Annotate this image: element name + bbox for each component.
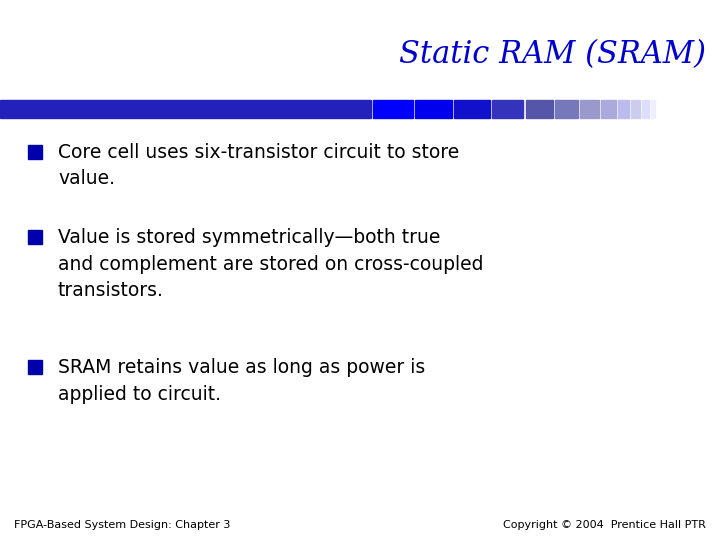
Bar — [492, 100, 523, 118]
Bar — [555, 100, 578, 118]
Bar — [642, 100, 649, 118]
Text: SRAM retains value as long as power is
applied to circuit.: SRAM retains value as long as power is a… — [58, 358, 426, 403]
Bar — [651, 100, 655, 118]
Bar — [526, 100, 553, 118]
Bar — [415, 100, 452, 118]
Bar — [631, 100, 640, 118]
Bar — [580, 100, 599, 118]
Text: Core cell uses six-transistor circuit to store
value.: Core cell uses six-transistor circuit to… — [58, 143, 459, 188]
Bar — [28, 145, 42, 159]
Text: FPGA-Based System Design: Chapter 3: FPGA-Based System Design: Chapter 3 — [14, 520, 230, 530]
Bar — [28, 230, 42, 244]
Bar — [618, 100, 629, 118]
Bar — [373, 100, 413, 118]
Bar — [601, 100, 616, 118]
Bar — [454, 100, 490, 118]
Bar — [0, 100, 371, 118]
Text: Static RAM (SRAM): Static RAM (SRAM) — [399, 39, 706, 70]
Text: Copyright © 2004  Prentice Hall PTR: Copyright © 2004 Prentice Hall PTR — [503, 520, 706, 530]
Text: Value is stored symmetrically—both true
and complement are stored on cross-coupl: Value is stored symmetrically—both true … — [58, 228, 484, 300]
Bar — [28, 360, 42, 374]
